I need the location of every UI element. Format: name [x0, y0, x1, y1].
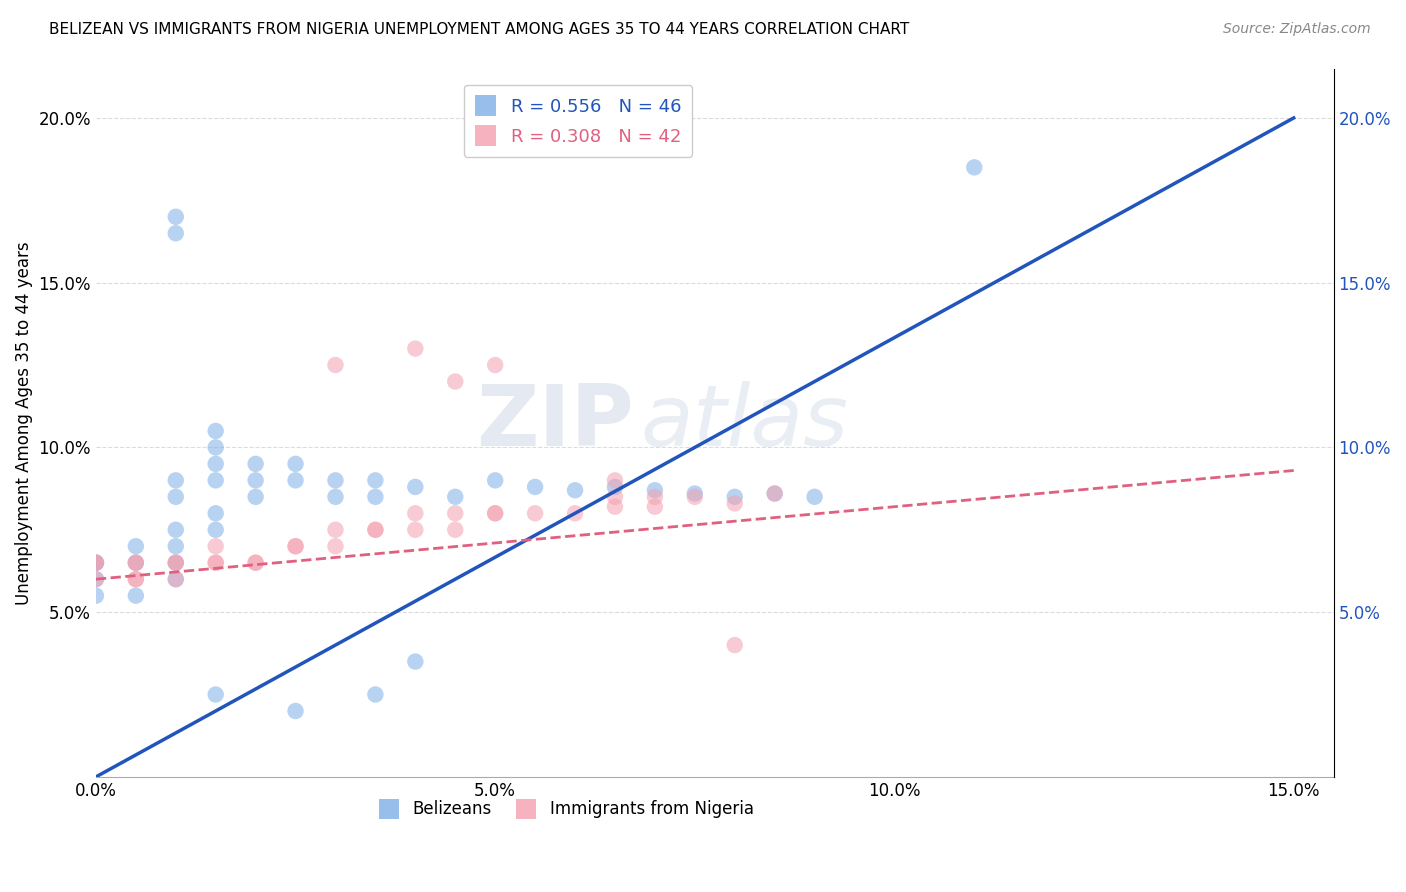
Point — [325, 539, 347, 553]
Point — [603, 500, 626, 514]
Text: ZIP: ZIP — [477, 381, 634, 464]
Point — [444, 506, 467, 520]
Point — [404, 655, 426, 669]
Point — [125, 556, 148, 570]
Point — [404, 342, 426, 356]
Point — [484, 474, 506, 488]
Point — [724, 638, 747, 652]
Point — [125, 539, 148, 553]
Point — [644, 500, 666, 514]
Point — [484, 358, 506, 372]
Point — [963, 161, 986, 175]
Point — [444, 523, 467, 537]
Point — [524, 506, 547, 520]
Point — [284, 539, 307, 553]
Point — [803, 490, 825, 504]
Point — [204, 474, 226, 488]
Point — [284, 704, 307, 718]
Point — [325, 490, 347, 504]
Y-axis label: Unemployment Among Ages 35 to 44 years: Unemployment Among Ages 35 to 44 years — [15, 241, 32, 605]
Point — [165, 523, 187, 537]
Text: atlas: atlas — [641, 381, 848, 464]
Point — [444, 490, 467, 504]
Point — [245, 457, 267, 471]
Point — [204, 556, 226, 570]
Point — [204, 441, 226, 455]
Point — [165, 572, 187, 586]
Point — [165, 539, 187, 553]
Point — [683, 486, 706, 500]
Point — [245, 556, 267, 570]
Point — [84, 572, 107, 586]
Point — [364, 523, 387, 537]
Point — [683, 490, 706, 504]
Point — [644, 490, 666, 504]
Point — [245, 474, 267, 488]
Point — [84, 556, 107, 570]
Point — [484, 506, 506, 520]
Text: Source: ZipAtlas.com: Source: ZipAtlas.com — [1223, 22, 1371, 37]
Point — [364, 474, 387, 488]
Point — [284, 539, 307, 553]
Point — [204, 688, 226, 702]
Point — [204, 523, 226, 537]
Point — [564, 483, 586, 498]
Point — [125, 556, 148, 570]
Point — [245, 556, 267, 570]
Point — [364, 688, 387, 702]
Point — [125, 556, 148, 570]
Point — [165, 556, 187, 570]
Point — [204, 539, 226, 553]
Point — [165, 474, 187, 488]
Point — [603, 474, 626, 488]
Point — [325, 474, 347, 488]
Point — [84, 589, 107, 603]
Point — [165, 210, 187, 224]
Point — [763, 486, 786, 500]
Point — [404, 480, 426, 494]
Point — [284, 474, 307, 488]
Legend: Belizeans, Immigrants from Nigeria: Belizeans, Immigrants from Nigeria — [373, 793, 761, 825]
Point — [724, 496, 747, 510]
Point — [84, 556, 107, 570]
Point — [165, 556, 187, 570]
Point — [165, 572, 187, 586]
Point — [204, 457, 226, 471]
Point — [404, 523, 426, 537]
Point — [484, 506, 506, 520]
Point — [444, 375, 467, 389]
Point — [165, 556, 187, 570]
Text: BELIZEAN VS IMMIGRANTS FROM NIGERIA UNEMPLOYMENT AMONG AGES 35 TO 44 YEARS CORRE: BELIZEAN VS IMMIGRANTS FROM NIGERIA UNEM… — [49, 22, 910, 37]
Point — [404, 506, 426, 520]
Point — [125, 572, 148, 586]
Point — [364, 490, 387, 504]
Point — [84, 556, 107, 570]
Point — [364, 523, 387, 537]
Point — [603, 480, 626, 494]
Point — [644, 483, 666, 498]
Point — [125, 589, 148, 603]
Point — [284, 457, 307, 471]
Point — [84, 556, 107, 570]
Point — [165, 226, 187, 240]
Point — [724, 490, 747, 504]
Point — [204, 556, 226, 570]
Point — [245, 490, 267, 504]
Point — [125, 572, 148, 586]
Point — [165, 490, 187, 504]
Point — [603, 490, 626, 504]
Point — [204, 506, 226, 520]
Point — [763, 486, 786, 500]
Point — [325, 523, 347, 537]
Point — [204, 424, 226, 438]
Point — [325, 358, 347, 372]
Point — [84, 572, 107, 586]
Point — [564, 506, 586, 520]
Point — [524, 480, 547, 494]
